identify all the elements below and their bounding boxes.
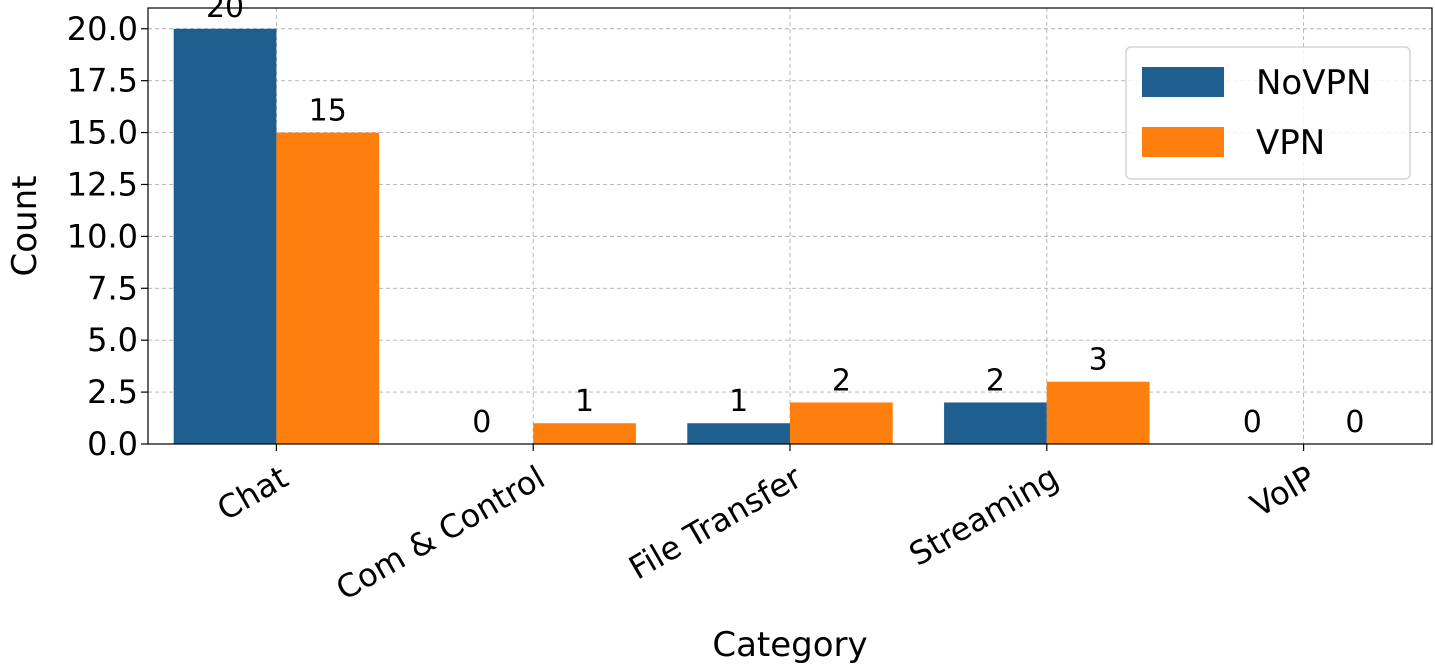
x-tick-label: VoIP xyxy=(1244,458,1322,525)
y-tick-label: 10.0 xyxy=(67,217,138,255)
legend-label-vpn: VPN xyxy=(1256,123,1325,163)
bar-novpn-2 xyxy=(687,423,790,444)
data-label: 20 xyxy=(206,0,244,25)
bar-vpn-0 xyxy=(276,132,380,445)
bar-vpn-1 xyxy=(533,423,636,444)
data-label: 1 xyxy=(729,384,748,419)
y-tick-label: 7.5 xyxy=(87,269,138,307)
data-label: 0 xyxy=(1243,405,1262,440)
y-tick-label: 2.5 xyxy=(87,373,138,411)
legend-label-novpn: NoVPN xyxy=(1256,63,1371,103)
data-label: 15 xyxy=(309,94,347,129)
y-tick-label: 0.0 xyxy=(87,425,138,463)
y-tick-label: 17.5 xyxy=(67,62,138,100)
x-tick-label: Com & Control xyxy=(329,458,551,608)
data-label: 2 xyxy=(986,363,1005,398)
y-tick-label: 15.0 xyxy=(67,114,138,152)
y-tick-label: 5.0 xyxy=(87,321,138,359)
data-label: 3 xyxy=(1089,343,1108,378)
bar-vpn-2 xyxy=(790,402,893,444)
data-label: 2 xyxy=(832,363,851,398)
data-label: 1 xyxy=(575,384,594,419)
y-axis-ticks: 0.0 2.5 5.0 7.5 10.0 12.5 15.0 17.5 20.0 xyxy=(67,10,148,463)
x-axis-ticks: Chat Com & Control File Transfer Streaming V… xyxy=(211,444,1322,608)
x-tick-label: Chat xyxy=(211,458,295,528)
bar-vpn-3 xyxy=(1046,381,1150,444)
y-tick-label: 20.0 xyxy=(67,10,138,48)
x-tick-label: File Transfer xyxy=(622,458,808,588)
bar-novpn-3 xyxy=(944,402,1047,444)
data-label: 0 xyxy=(472,405,491,440)
x-axis-title: Category xyxy=(712,625,867,665)
legend: NoVPN VPN xyxy=(1125,46,1411,180)
bar-novpn-0 xyxy=(173,28,277,445)
y-tick-label: 12.5 xyxy=(67,165,138,203)
legend-swatch-vpn xyxy=(1142,127,1224,157)
x-tick-label: Streaming xyxy=(903,458,1065,574)
y-axis-title: Count xyxy=(5,176,45,277)
data-label: 0 xyxy=(1345,405,1364,440)
legend-swatch-novpn xyxy=(1142,67,1224,97)
bars xyxy=(173,28,1150,445)
